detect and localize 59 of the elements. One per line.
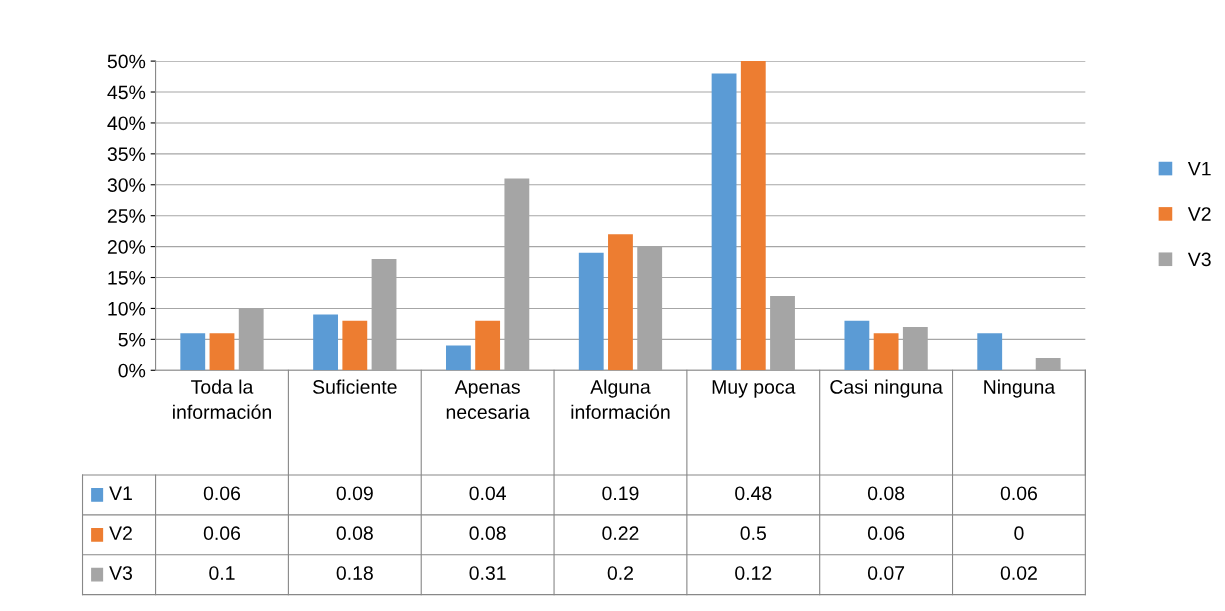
y-tick-label: 35%: [107, 147, 146, 162]
legend-label: V2: [109, 526, 132, 540]
y-tick-label: 40%: [107, 116, 146, 131]
bar: [209, 333, 235, 371]
x-tick-label: Casi ninguna: [830, 379, 943, 398]
y-tick-label: 50%: [107, 54, 146, 69]
data-label: 0.06: [203, 526, 241, 541]
data-label: 0.08: [336, 526, 373, 541]
y-tick-label: 15%: [108, 271, 146, 285]
text: V2: [1187, 207, 1211, 221]
data-label: 0.19: [602, 486, 639, 501]
bar: [844, 320, 870, 371]
legend-label: V3: [1187, 252, 1211, 267]
y-tick-label: 45%: [107, 85, 146, 100]
bar: [313, 314, 339, 371]
bar: [180, 333, 206, 371]
data-label: 0.02: [1000, 566, 1037, 580]
y-tick-label: 10%: [108, 301, 146, 316]
data-label: 0.06: [867, 526, 905, 541]
y-tick-label: 30%: [107, 178, 146, 192]
data-label: 0.22: [602, 526, 639, 541]
y-tick-label: 25%: [107, 209, 146, 223]
data-label: 0.08: [867, 486, 905, 501]
legend-label: V1: [109, 486, 132, 500]
y-tick-label: 5%: [118, 332, 146, 347]
data-label: 0.07: [867, 566, 905, 580]
bar: [608, 234, 633, 371]
x-tick-label: Apenas necesaria: [446, 380, 530, 419]
x-tick-label: Ninguna: [984, 379, 1056, 398]
y-tick-label: 20%: [107, 240, 146, 254]
bar: [740, 61, 766, 371]
data-label: 0.18: [336, 566, 373, 580]
bar: [1035, 357, 1061, 371]
x-tick-label: Toda la información: [173, 379, 271, 419]
data-label: 0.31: [469, 566, 506, 580]
bar: [578, 252, 604, 371]
x-tick-label: Suficiente: [313, 379, 397, 394]
data-label: 0.06: [1000, 486, 1038, 501]
data-label: 0.48: [735, 486, 772, 501]
x-tick-label: Alguna información: [571, 379, 670, 419]
text: V1: [1187, 161, 1211, 176]
data-label: 0.1: [209, 566, 235, 580]
bar: [873, 333, 899, 371]
bar: [977, 333, 1003, 371]
text: V3: [109, 566, 133, 580]
y-tick-label: 0%: [118, 363, 146, 378]
data-label: 0.12: [735, 566, 772, 580]
bar: [475, 320, 501, 371]
bar: [446, 345, 471, 371]
bar: [342, 320, 368, 371]
data-label: 0.04: [469, 486, 506, 501]
bar: [711, 73, 737, 371]
data-label: 0.5: [740, 526, 766, 541]
x-tick-label: Muy poca: [712, 380, 796, 398]
data-label: 0: [1014, 526, 1024, 541]
data-label: 0.08: [469, 526, 506, 541]
data-label: 0.2: [607, 566, 633, 580]
data-label: 0.06: [203, 486, 241, 501]
data-label: 0.09: [336, 486, 373, 501]
